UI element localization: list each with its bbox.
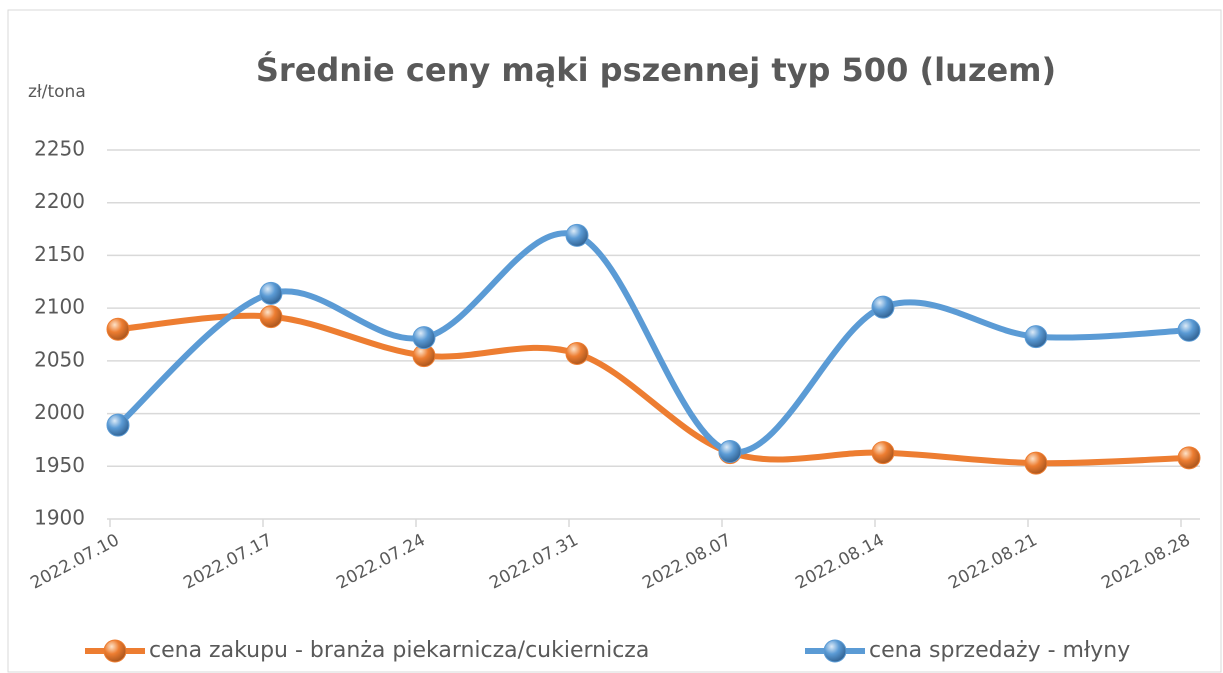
series-line bbox=[115, 312, 1192, 467]
y-tick-label: 2250 bbox=[34, 137, 85, 161]
marker bbox=[871, 441, 895, 465]
y-axis-label: zł/tona bbox=[28, 82, 86, 102]
marker bbox=[259, 305, 283, 329]
y-tick-label: 2050 bbox=[34, 347, 85, 371]
x-tick-label: 2022.08.07 bbox=[639, 530, 734, 593]
y-tick-label: 1950 bbox=[34, 453, 85, 477]
x-tick-label: 2022.07.31 bbox=[486, 530, 581, 593]
x-tick-label: 2022.08.21 bbox=[945, 530, 1040, 593]
marker bbox=[106, 413, 130, 437]
legend-label: cena sprzedaży - młyny bbox=[869, 638, 1130, 663]
marker bbox=[871, 295, 895, 319]
y-tick-label: 1900 bbox=[34, 506, 85, 530]
chart-border bbox=[7, 9, 1222, 673]
y-tick-label: 2150 bbox=[34, 242, 85, 266]
y-tick-label: 2200 bbox=[34, 189, 85, 213]
x-tick-label: 2022.07.17 bbox=[180, 530, 275, 593]
marker bbox=[1177, 318, 1201, 342]
marker bbox=[565, 223, 589, 247]
marker bbox=[1024, 451, 1048, 475]
legend-marker bbox=[103, 639, 127, 663]
legend-label: cena zakupu - branża piekarnicza/cukiern… bbox=[149, 638, 649, 663]
y-tick-label: 2000 bbox=[34, 400, 85, 424]
y-tick-label: 2100 bbox=[34, 295, 85, 319]
x-tick-label: 2022.08.28 bbox=[1098, 530, 1193, 593]
series-line bbox=[115, 230, 1192, 456]
marker bbox=[106, 317, 130, 341]
marker bbox=[718, 440, 742, 464]
x-tick-label: 2022.08.14 bbox=[792, 530, 887, 593]
marker bbox=[1024, 325, 1048, 349]
marker bbox=[1177, 446, 1201, 470]
chart-title: Średnie ceny mąki pszennej typ 500 (luze… bbox=[256, 50, 1056, 89]
marker bbox=[259, 281, 283, 305]
marker bbox=[565, 341, 589, 365]
x-tick-label: 2022.07.10 bbox=[27, 530, 122, 593]
marker bbox=[412, 326, 436, 350]
x-tick-label: 2022.07.24 bbox=[333, 530, 428, 593]
legend-marker bbox=[823, 639, 847, 663]
